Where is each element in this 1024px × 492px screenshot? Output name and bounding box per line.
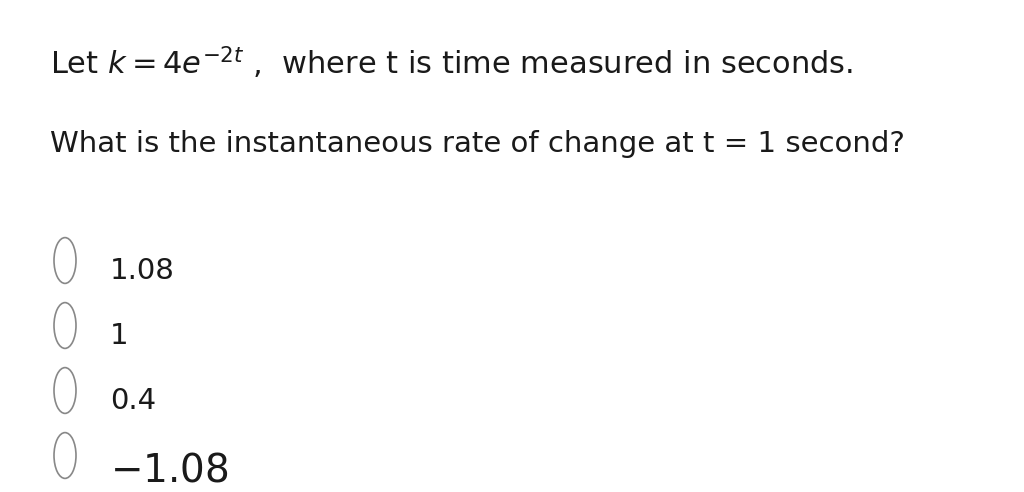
Text: What is the instantaneous rate of change at t = 1 second?: What is the instantaneous rate of change… [50, 130, 905, 158]
Text: 0.4: 0.4 [110, 387, 156, 415]
Text: $-1.08$: $-1.08$ [110, 452, 228, 490]
Text: Let $k = 4e^{-2t}$ ,  where t is time measured in seconds.: Let $k = 4e^{-2t}$ , where t is time mea… [50, 45, 853, 82]
Text: 1: 1 [110, 322, 129, 350]
Text: 1.08: 1.08 [110, 257, 175, 285]
